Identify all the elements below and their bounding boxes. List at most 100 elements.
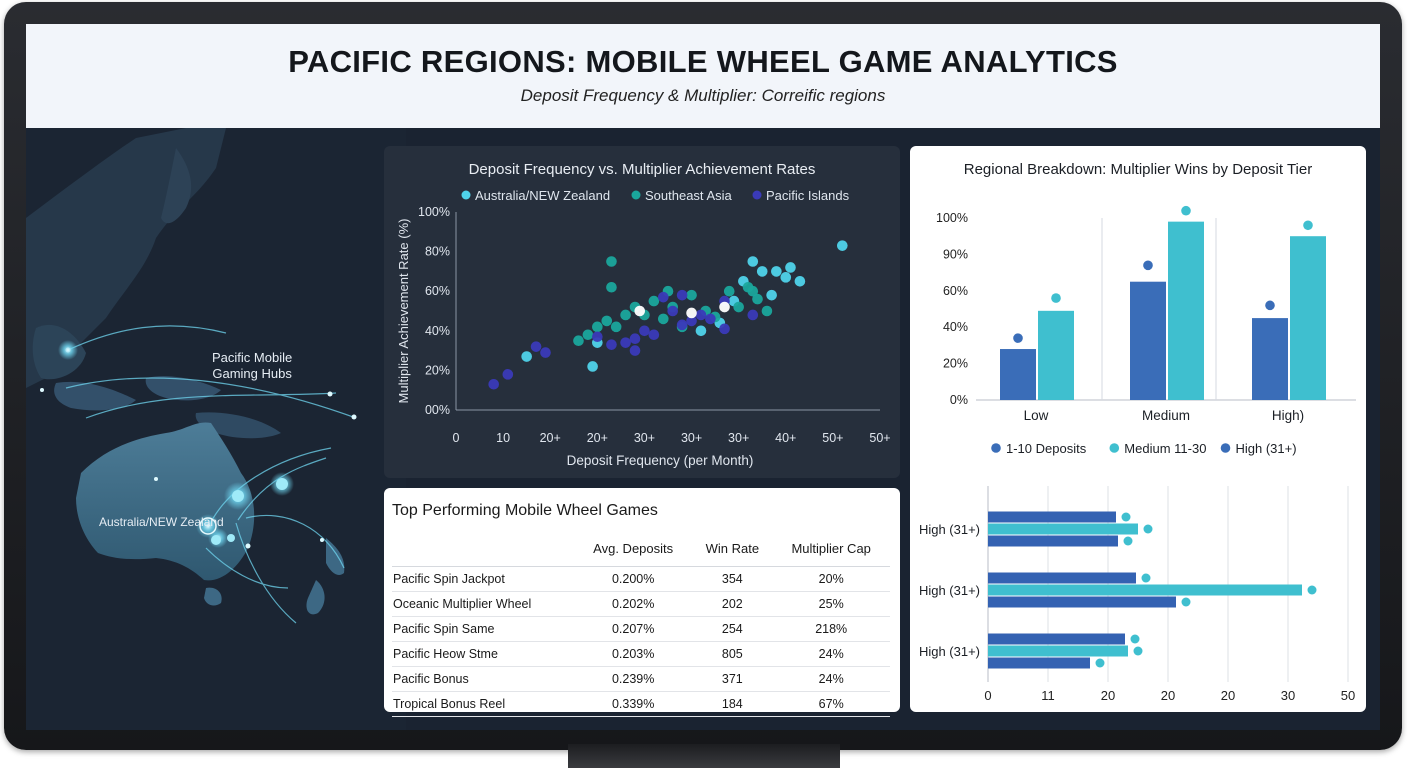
legend-marker-2 bbox=[752, 190, 762, 200]
scatter-point bbox=[629, 333, 641, 345]
scatter-chart[interactable]: Deposit Frequency vs. Multiplier Achieve… bbox=[384, 146, 900, 478]
x-tick-label: 50+ bbox=[869, 431, 890, 445]
table-row[interactable]: Pacific Heow Stme 0.203% 805 24% bbox=[392, 641, 890, 667]
cell-win-rate: 202 bbox=[692, 591, 773, 617]
scatter-point bbox=[676, 319, 688, 331]
scatter-point bbox=[756, 266, 768, 277]
legend-label-2: High (31+) bbox=[1236, 441, 1297, 456]
pacific-map[interactable]: Pacific Mobile Gaming Hubs Australia/NEW… bbox=[26, 128, 406, 730]
h-bar bbox=[988, 511, 1116, 523]
x-tick-label: 50+ bbox=[822, 431, 843, 445]
page-title: PACIFIC REGIONS: MOBILE WHEEL GAME ANALY… bbox=[288, 44, 1118, 79]
scatter-point bbox=[733, 301, 744, 313]
h-x-tick-label: 20 bbox=[1221, 688, 1235, 703]
y-tick-label: 100% bbox=[936, 211, 968, 225]
bar-marker bbox=[1143, 260, 1153, 271]
bar-medium-deposits bbox=[1038, 310, 1074, 400]
legend-label-0: Australia/NEW Zealand bbox=[475, 188, 610, 203]
scatter-point bbox=[620, 309, 631, 321]
table-row[interactable]: Pacific Bonus 0.239% 371 24% bbox=[392, 666, 890, 692]
scatter-point bbox=[648, 295, 660, 307]
cell-game: Tropical Bonus Reel bbox=[392, 691, 574, 717]
table-header-multiplier-cap: Multiplier Cap bbox=[772, 530, 890, 567]
x-tick-label: 30+ bbox=[681, 431, 702, 445]
bar-marker bbox=[1013, 333, 1023, 343]
category-label: Medium bbox=[1142, 408, 1190, 423]
table-row[interactable]: Tropical Bonus Reel 0.339% 184 67% bbox=[392, 691, 890, 717]
bar-low-deposits bbox=[1130, 281, 1166, 400]
scatter-point bbox=[837, 240, 848, 251]
scatter-point bbox=[705, 313, 716, 325]
scatter-point bbox=[592, 331, 603, 343]
scatter-point bbox=[695, 325, 707, 337]
h-bar bbox=[988, 572, 1136, 584]
h-bar bbox=[988, 596, 1176, 608]
scatter-point bbox=[752, 293, 763, 305]
scatter-point bbox=[771, 266, 782, 277]
cell-avg-deposits: 0.200% bbox=[574, 566, 693, 592]
scatter-point bbox=[676, 289, 688, 301]
scatter-point bbox=[592, 321, 603, 333]
legend-marker-0 bbox=[461, 190, 471, 200]
cell-multiplier-cap: 24% bbox=[772, 666, 890, 692]
scatter-point bbox=[502, 369, 514, 380]
y-axis-label: Multiplier Achievement Rate (%) bbox=[396, 219, 411, 404]
legend-label-1: Southeast Asia bbox=[645, 188, 732, 203]
scatter-point bbox=[695, 309, 707, 321]
cell-game: Pacific Spin Same bbox=[392, 616, 574, 642]
cell-win-rate: 371 bbox=[692, 666, 773, 692]
y-tick-label: 00% bbox=[425, 403, 450, 417]
cell-avg-deposits: 0.202% bbox=[574, 591, 693, 617]
legend-label-1: Medium 11-30 bbox=[1124, 441, 1206, 456]
x-tick-label: 30+ bbox=[728, 431, 749, 445]
cell-avg-deposits: 0.339% bbox=[574, 691, 693, 717]
scatter-point bbox=[582, 329, 594, 341]
map-hubs-label: Pacific Mobile Gaming Hubs bbox=[212, 350, 292, 382]
scatter-point bbox=[667, 305, 679, 317]
y-tick-label: 20% bbox=[943, 357, 968, 371]
legend-marker-1 bbox=[1109, 443, 1120, 453]
h-category-label: High (31+) bbox=[919, 644, 980, 659]
table-row[interactable]: Pacific Spin Jackpot 0.200% 354 20% bbox=[392, 566, 890, 592]
h-category-label: High (31+) bbox=[919, 583, 980, 598]
legend-marker-1 bbox=[631, 190, 641, 200]
dashboard-screen: PACIFIC REGIONS: MOBILE WHEEL GAME ANALY… bbox=[26, 24, 1380, 730]
cell-multiplier-cap: 25% bbox=[772, 591, 890, 617]
monitor-stand bbox=[568, 744, 840, 768]
scatter-point bbox=[780, 272, 792, 283]
y-tick-label: 60% bbox=[943, 284, 968, 298]
y-tick-label: 100% bbox=[418, 205, 450, 219]
scatter-point bbox=[488, 378, 499, 390]
h-bar bbox=[988, 523, 1138, 535]
h-bar bbox=[988, 645, 1128, 657]
cell-multiplier-cap: 67% bbox=[772, 691, 890, 717]
map-hubs-label-line1: Pacific Mobile bbox=[212, 350, 293, 365]
cell-avg-deposits: 0.203% bbox=[574, 641, 693, 667]
category-label: High) bbox=[1272, 408, 1304, 423]
h-category-label: High (31+) bbox=[919, 522, 980, 537]
legend-marker-2 bbox=[1220, 443, 1231, 453]
y-tick-label: 80% bbox=[425, 245, 450, 259]
scatter-point bbox=[657, 291, 669, 303]
table-header-avg-deposits: Avg. Deposits bbox=[574, 530, 693, 567]
y-tick-label: 0% bbox=[950, 393, 968, 407]
scatter-point bbox=[610, 321, 622, 333]
table-header-win-rate: Win Rate bbox=[692, 530, 773, 567]
bar-marker bbox=[1265, 300, 1275, 311]
legend-label-0: 1-10 Deposits bbox=[1006, 441, 1087, 456]
scatter-point bbox=[719, 323, 730, 335]
table-title: Top Performing Mobile Wheel Games bbox=[392, 502, 658, 519]
table-row[interactable]: Pacific Spin Same 0.207% 254 218% bbox=[392, 616, 890, 642]
bar-marker bbox=[1303, 220, 1313, 231]
cell-multiplier-cap: 20% bbox=[772, 566, 890, 592]
scatter-point bbox=[648, 329, 660, 341]
h-bar bbox=[988, 535, 1118, 547]
table-row[interactable]: Oceanic Multiplier Wheel 0.202% 202 25% bbox=[392, 591, 890, 617]
h-bar-marker bbox=[1181, 597, 1191, 607]
page-subtitle: Deposit Frequency & Multiplier: Correifi… bbox=[520, 86, 886, 105]
bar-low-deposits bbox=[1252, 318, 1288, 400]
h-bar bbox=[988, 657, 1090, 669]
regional-breakdown-chart[interactable]: Regional Breakdown: Multiplier Wins by D… bbox=[910, 146, 1366, 712]
dashboard-header: PACIFIC REGIONS: MOBILE WHEEL GAME ANALY… bbox=[26, 24, 1380, 128]
legend-label-2: Pacific Islands bbox=[766, 188, 850, 203]
